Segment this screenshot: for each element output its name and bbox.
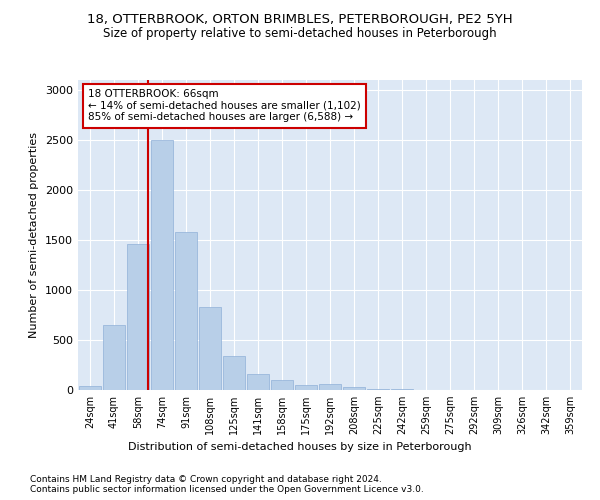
Bar <box>391 389 413 390</box>
Bar <box>247 374 269 390</box>
Text: Distribution of semi-detached houses by size in Peterborough: Distribution of semi-detached houses by … <box>128 442 472 452</box>
Bar <box>271 380 293 390</box>
Bar <box>151 140 173 390</box>
Text: Contains HM Land Registry data © Crown copyright and database right 2024.: Contains HM Land Registry data © Crown c… <box>30 475 382 484</box>
Text: 18, OTTERBROOK, ORTON BRIMBLES, PETERBOROUGH, PE2 5YH: 18, OTTERBROOK, ORTON BRIMBLES, PETERBOR… <box>87 12 513 26</box>
Bar <box>343 387 365 390</box>
Bar <box>175 232 197 390</box>
Bar <box>79 386 101 390</box>
Bar <box>223 356 245 390</box>
Text: 18 OTTERBROOK: 66sqm
← 14% of semi-detached houses are smaller (1,102)
85% of se: 18 OTTERBROOK: 66sqm ← 14% of semi-detac… <box>88 90 361 122</box>
Text: Size of property relative to semi-detached houses in Peterborough: Size of property relative to semi-detach… <box>103 28 497 40</box>
Bar <box>319 384 341 390</box>
Bar <box>127 244 149 390</box>
Text: Contains public sector information licensed under the Open Government Licence v3: Contains public sector information licen… <box>30 485 424 494</box>
Bar <box>367 388 389 390</box>
Y-axis label: Number of semi-detached properties: Number of semi-detached properties <box>29 132 40 338</box>
Bar <box>295 385 317 390</box>
Bar <box>199 307 221 390</box>
Bar <box>103 325 125 390</box>
